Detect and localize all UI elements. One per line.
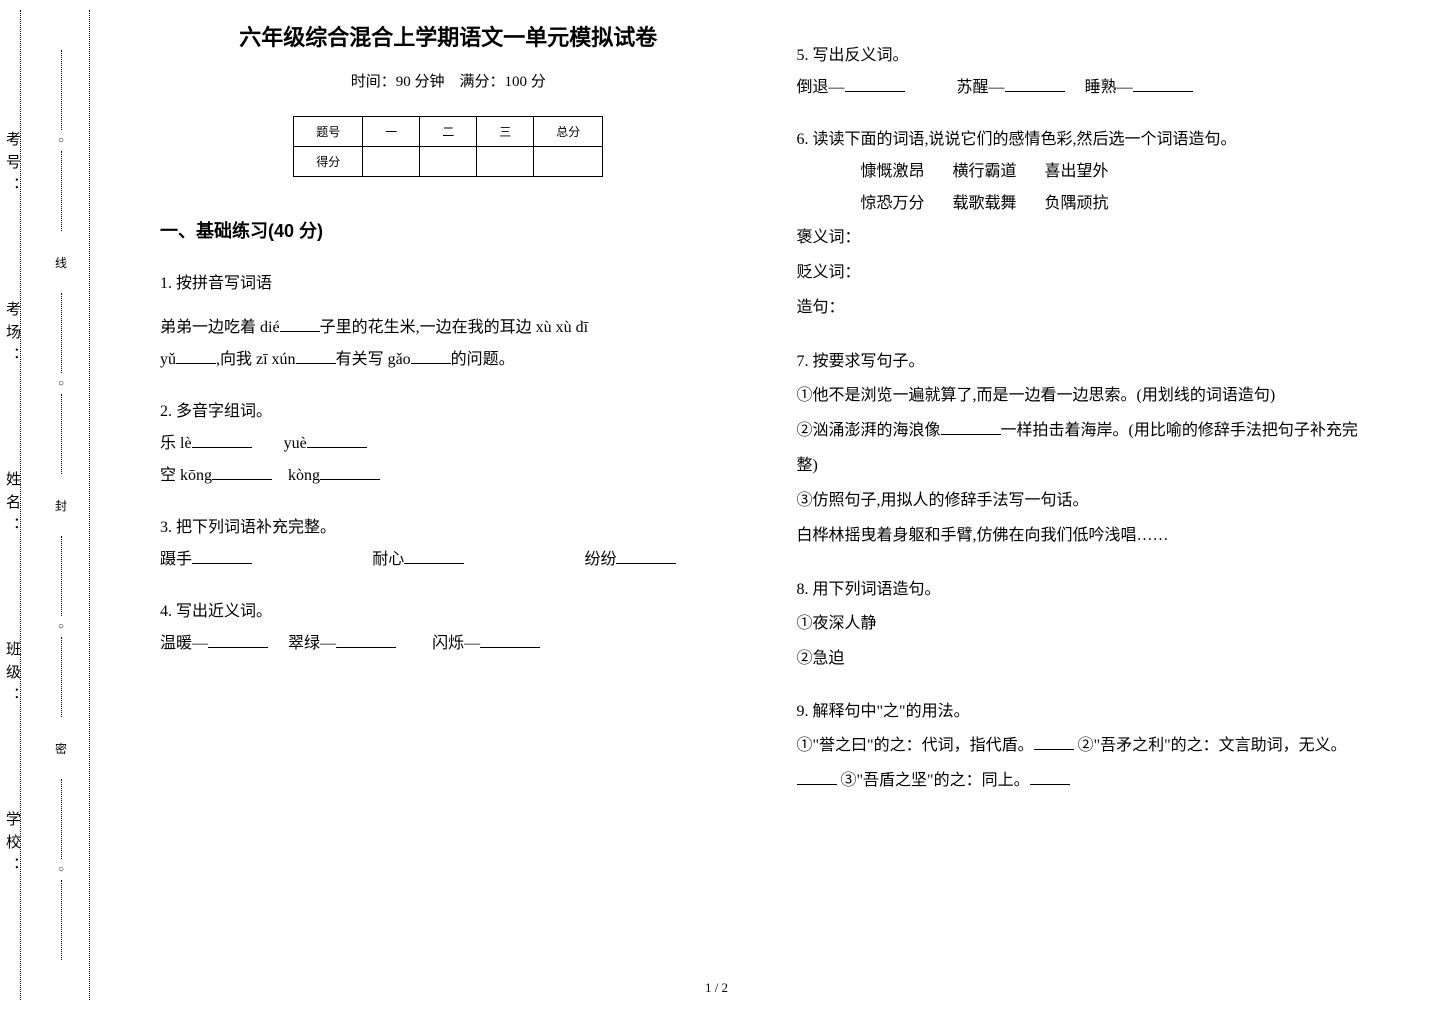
seal-char-2: 封 — [55, 497, 67, 514]
q6-row1: 慷慨激昂 横行霸道 喜出望外 — [797, 156, 1374, 188]
q9-body: ①"誉之曰"的之：代词，指代盾。 ②"吾矛之利"的之：文言助词，无义。 ③"吾盾… — [797, 728, 1374, 798]
q2: 2. 多音字组词。 乐 lè yuè 空 kōng kòng — [160, 396, 737, 492]
q5-label: 5. 写出反义词。 — [797, 40, 1374, 72]
q7-label: 7. 按要求写句子。 — [797, 346, 1374, 378]
q8-label: 8. 用下列词语造句。 — [797, 574, 1374, 606]
td-2 — [420, 147, 477, 177]
binding-margin: 考号： 考场： 姓名： 班级： 学校： ○ 线 ○ 封 ○ 密 ○ — [0, 0, 100, 1011]
q7-3eg: 白桦林摇曳着身躯和手臂,仿佛在向我们低吟浅唱…… — [797, 518, 1374, 553]
td-score-label: 得分 — [294, 147, 363, 177]
q7-1: ①他不是浏览一遍就算了,而是一边看一边思索。(用划线的词语造句) — [797, 378, 1374, 413]
q6-sent: 造句： — [797, 290, 1374, 325]
q1: 1. 按拼音写词语 弟弟一边吃着 dié子里的花生米,一边在我的耳边 xù xù… — [160, 268, 737, 376]
q4-label: 4. 写出近义词。 — [160, 596, 737, 628]
label-name: 姓名： — [2, 471, 23, 540]
q9: 9. 解释句中"之"的用法。 ①"誉之曰"的之：代词，指代盾。 ②"吾矛之利"的… — [797, 696, 1374, 798]
td-1 — [363, 147, 420, 177]
q9-label: 9. 解释句中"之"的用法。 — [797, 696, 1374, 728]
exam-subtitle: 时间：90 分钟 满分：100 分 — [160, 70, 737, 91]
q3: 3. 把下列词语补充完整。 蹑手 耐心 纷纷 — [160, 512, 737, 576]
q6-neg: 贬义词： — [797, 255, 1374, 290]
q2-body: 乐 lè yuè 空 kōng kòng — [160, 428, 737, 492]
th-2: 二 — [420, 117, 477, 147]
label-class: 班级： — [2, 641, 23, 710]
seal-char-3: 密 — [55, 740, 67, 757]
q6-label: 6. 读读下面的词语,说说它们的感情色彩,然后选一个词语造句。 — [797, 124, 1374, 156]
label-examno: 考号： — [2, 131, 23, 200]
q4: 4. 写出近义词。 温暖— 翠绿— 闪烁— — [160, 596, 737, 660]
left-column: 六年级综合混合上学期语文一单元模拟试卷 时间：90 分钟 满分：100 分 题号… — [130, 20, 767, 991]
section1-title: 一、基础练习(40 分) — [160, 217, 737, 243]
page-number: 1 / 2 — [705, 980, 728, 996]
q3-body: 蹑手 耐心 纷纷 — [160, 544, 737, 576]
q6-pos: 褒义词： — [797, 220, 1374, 255]
q1-body: 弟弟一边吃着 dié子里的花生米,一边在我的耳边 xù xù dī yǔ,向我 … — [160, 312, 737, 376]
q8: 8. 用下列词语造句。 ①夜深人静 ②急迫 — [797, 574, 1374, 676]
td-total — [534, 147, 603, 177]
q3-label: 3. 把下列词语补充完整。 — [160, 512, 737, 544]
q6: 6. 读读下面的词语,说说它们的感情色彩,然后选一个词语造句。 慷慨激昂 横行霸… — [797, 124, 1374, 326]
q7-3: ③仿照句子,用拟人的修辞手法写一句话。 — [797, 483, 1374, 518]
q8-1: ①夜深人静 — [797, 606, 1374, 641]
margin-labels: 考号： 考场： 姓名： 班级： 学校： — [5, 0, 20, 1011]
th-label: 题号 — [294, 117, 363, 147]
exam-title: 六年级综合混合上学期语文一单元模拟试卷 — [160, 20, 737, 52]
q5: 5. 写出反义词。 倒退— 苏醒— 睡熟— — [797, 40, 1374, 104]
q1-label: 1. 按拼音写词语 — [160, 268, 737, 300]
th-3: 三 — [477, 117, 534, 147]
q4-body: 温暖— 翠绿— 闪烁— — [160, 628, 737, 660]
td-3 — [477, 147, 534, 177]
q6-row2: 惊恐万分 载歌载舞 负隅顽抗 — [797, 188, 1374, 220]
th-total: 总分 — [534, 117, 603, 147]
q2-label: 2. 多音字组词。 — [160, 396, 737, 428]
seal-line: ○ 线 ○ 封 ○ 密 ○ — [55, 10, 67, 1000]
q5-body: 倒退— 苏醒— 睡熟— — [797, 72, 1374, 104]
q7: 7. 按要求写句子。 ①他不是浏览一遍就算了,而是一边看一边思索。(用划线的词语… — [797, 346, 1374, 554]
content: 六年级综合混合上学期语文一单元模拟试卷 时间：90 分钟 满分：100 分 题号… — [100, 0, 1433, 1011]
th-1: 一 — [363, 117, 420, 147]
q7-2: ②汹涌澎湃的海浪像一样拍击着海岸。(用比喻的修辞手法把句子补充完整) — [797, 413, 1374, 483]
label-room: 考场： — [2, 301, 23, 370]
q8-2: ②急迫 — [797, 641, 1374, 676]
label-school: 学校： — [2, 811, 23, 880]
seal-char-1: 线 — [55, 254, 67, 271]
right-column: 5. 写出反义词。 倒退— 苏醒— 睡熟— 6. 读读下面的词语,说说它们的感情… — [767, 20, 1404, 991]
score-table: 题号 一 二 三 总分 得分 — [293, 116, 603, 177]
